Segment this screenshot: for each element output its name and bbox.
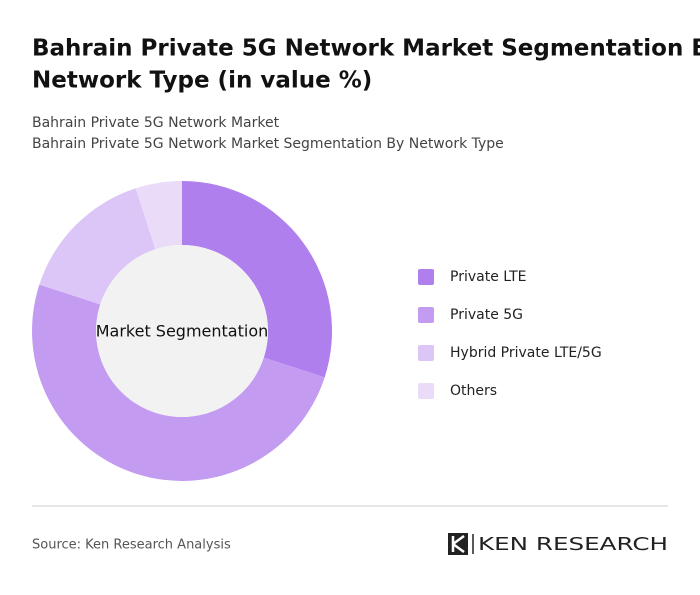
legend-label: Hybrid Private LTE/5G	[450, 345, 602, 361]
chart-title: Bahrain Private 5G Network Market Segmen…	[32, 36, 700, 62]
logo-icon	[448, 533, 468, 555]
center-label: Market Segmentation	[96, 322, 269, 341]
logo: KEN RESEARCH	[448, 533, 668, 555]
donut-hole	[96, 245, 268, 417]
donut	[32, 181, 332, 481]
subtitle: Bahrain Private 5G Network Market Segmen…	[32, 136, 504, 152]
logo-icon	[451, 534, 465, 554]
legend-swatch	[418, 307, 434, 323]
legend-swatch	[418, 269, 434, 285]
subtitle: Bahrain Private 5G Network Market	[32, 115, 280, 131]
legend-label: Others	[450, 383, 497, 399]
donut-segment	[182, 181, 332, 378]
legend: Private LTE Private 5G Hybrid Private LTE/…	[418, 269, 602, 399]
source: Source: Ken Research Analysis	[32, 538, 231, 553]
chart-title: Network Type (in value %)	[32, 68, 372, 94]
legend-swatch	[418, 345, 434, 361]
legend-swatch	[418, 383, 434, 399]
legend-label: Private LTE	[450, 269, 527, 285]
donut-segment	[135, 181, 182, 250]
donut-segment	[39, 188, 156, 305]
legend-label: Private 5G	[450, 307, 523, 323]
donut-segment	[32, 284, 325, 481]
logo-text: KEN RESEARCH	[478, 534, 668, 555]
